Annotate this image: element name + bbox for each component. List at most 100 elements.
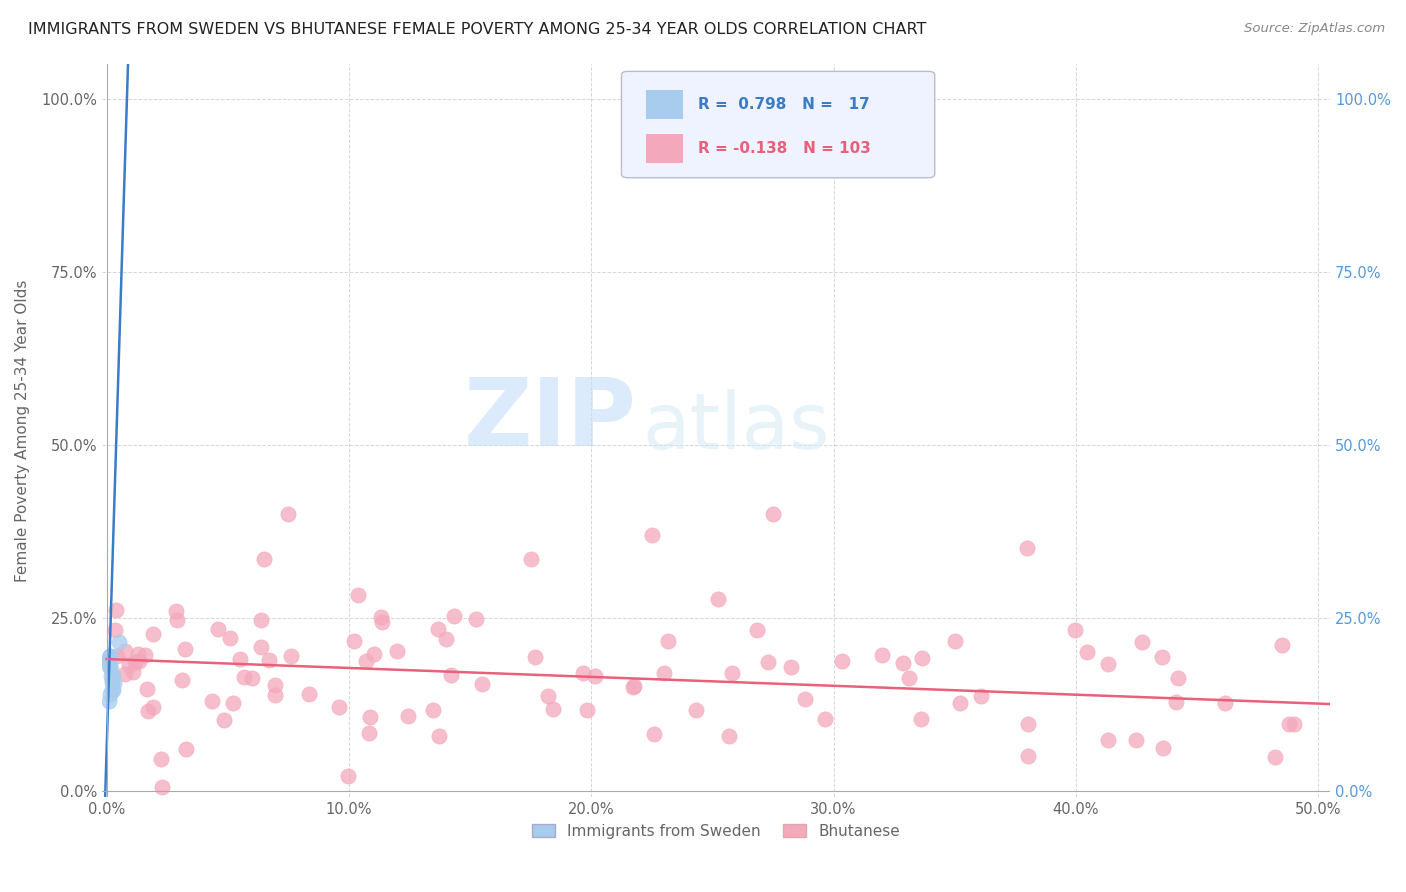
Point: [427, 729, 450, 743]
Point: [134, 648, 156, 662]
Point: [897, 671, 920, 685]
Text: ZIP: ZIP: [464, 374, 636, 466]
Point: [122, 665, 145, 679]
Point: [347, 588, 370, 602]
Point: [1063, 623, 1085, 637]
FancyBboxPatch shape: [621, 71, 935, 178]
Point: [249, 640, 271, 655]
Point: [440, 668, 463, 682]
Point: [142, 700, 165, 714]
Point: [1152, 741, 1174, 756]
Point: [253, 551, 276, 566]
Point: [1130, 635, 1153, 649]
Point: [97, 652, 120, 666]
Point: [108, 634, 131, 648]
Point: [124, 656, 146, 670]
Point: [1150, 650, 1173, 665]
Point: [370, 609, 392, 624]
Point: [98, 648, 121, 663]
Point: [222, 697, 245, 711]
Point: [105, 648, 128, 663]
Point: [359, 710, 381, 724]
Point: [104, 623, 127, 637]
Point: [127, 648, 149, 662]
Point: [149, 752, 172, 766]
Point: [277, 507, 299, 521]
Point: [100, 663, 122, 677]
Point: [572, 665, 595, 680]
Point: [173, 642, 195, 657]
Point: [103, 676, 125, 690]
Text: IMMIGRANTS FROM SWEDEN VS BHUTANESE FEMALE POVERTY AMONG 25-34 YEAR OLDS CORRELA: IMMIGRANTS FROM SWEDEN VS BHUTANESE FEMA…: [28, 22, 927, 37]
Point: [1282, 717, 1305, 731]
Point: [1097, 733, 1119, 747]
Point: [118, 657, 141, 672]
Point: [1125, 732, 1147, 747]
Point: [100, 676, 122, 690]
Point: [152, 780, 174, 794]
Text: atlas: atlas: [643, 389, 830, 465]
Point: [1017, 541, 1039, 556]
Point: [1017, 749, 1039, 764]
Point: [575, 702, 598, 716]
Point: [524, 650, 547, 665]
Point: [396, 709, 419, 723]
Point: [280, 648, 302, 663]
Text: R = -0.138   N = 103: R = -0.138 N = 103: [697, 141, 870, 156]
Point: [643, 727, 665, 741]
Point: [870, 648, 893, 663]
Point: [165, 604, 187, 618]
Point: [354, 654, 377, 668]
Point: [1097, 657, 1119, 671]
Point: [170, 673, 193, 687]
Point: [685, 703, 707, 717]
Point: [1271, 638, 1294, 652]
Point: [100, 673, 122, 687]
Point: [233, 669, 256, 683]
Point: [747, 623, 769, 637]
Point: [257, 653, 280, 667]
Point: [1264, 750, 1286, 764]
Bar: [645, 134, 683, 163]
Point: [1213, 696, 1236, 710]
Point: [201, 694, 224, 708]
Point: [138, 705, 160, 719]
Point: [104, 603, 127, 617]
Point: [263, 688, 285, 702]
Point: [717, 729, 740, 743]
Point: [949, 696, 972, 710]
Point: [831, 654, 853, 668]
Point: [298, 687, 321, 701]
Point: [98, 648, 121, 663]
Text: R =  0.798   N =   17: R = 0.798 N = 17: [697, 97, 869, 112]
Point: [657, 633, 679, 648]
Point: [174, 742, 197, 756]
Point: [583, 668, 606, 682]
Point: [814, 712, 837, 726]
Point: [98, 659, 121, 673]
Point: [519, 551, 541, 566]
Point: [1167, 671, 1189, 685]
Point: [97, 656, 120, 670]
Point: [229, 652, 252, 666]
Point: [98, 687, 121, 701]
Point: [654, 665, 676, 680]
Bar: [645, 90, 683, 119]
Legend: Immigrants from Sweden, Bhutanese: Immigrants from Sweden, Bhutanese: [526, 818, 907, 845]
Point: [100, 669, 122, 683]
Point: [434, 632, 457, 647]
Point: [970, 689, 993, 703]
Point: [621, 680, 644, 694]
Text: Source: ZipAtlas.com: Source: ZipAtlas.com: [1244, 22, 1385, 36]
Point: [641, 527, 664, 541]
Point: [101, 683, 124, 698]
Point: [240, 671, 263, 685]
Point: [207, 622, 229, 636]
Point: [1164, 695, 1187, 709]
Point: [166, 613, 188, 627]
Point: [911, 650, 934, 665]
Point: [371, 615, 394, 630]
Point: [336, 769, 359, 783]
Point: [98, 648, 121, 663]
Point: [780, 659, 803, 673]
